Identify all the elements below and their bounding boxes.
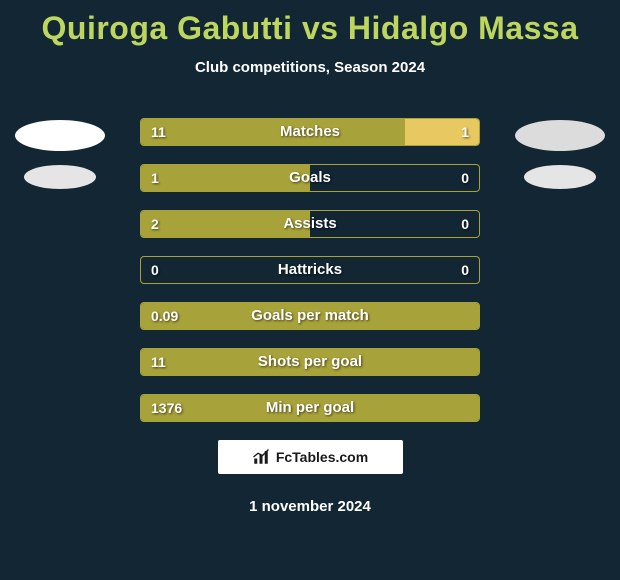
stat-row: 0.09Goals per match: [140, 302, 480, 330]
page-title: Quiroga Gabutti vs Hidalgo Massa: [0, 0, 620, 47]
stat-label: Shots per goal: [141, 349, 479, 375]
stat-row: 10Goals: [140, 164, 480, 192]
stat-row: 1376Min per goal: [140, 394, 480, 422]
comparison-content: 111Matches 10Goals 20Assists 00Hattricks 0.0…: [0, 118, 620, 515]
stat-label: Matches: [141, 119, 479, 145]
stat-label: Min per goal: [141, 395, 479, 421]
stat-label: Assists: [141, 211, 479, 237]
stat-row: 20Assists: [140, 210, 480, 238]
stat-label: Goals per match: [141, 303, 479, 329]
chart-icon: [252, 448, 270, 466]
stat-label: Goals: [141, 165, 479, 191]
attribution-text: FcTables.com: [276, 449, 368, 465]
player1-avatar: [15, 120, 105, 151]
date-label: 1 november 2024: [0, 498, 620, 515]
stat-row: 111Matches: [140, 118, 480, 146]
attribution-badge: FcTables.com: [218, 440, 403, 474]
player2-column: [500, 120, 620, 189]
player1-column: [0, 120, 120, 189]
player2-flag: [524, 165, 596, 189]
stat-bars: 111Matches 10Goals 20Assists 00Hattricks 0.0…: [140, 118, 480, 422]
stat-label: Hattricks: [141, 257, 479, 283]
player1-flag: [24, 165, 96, 189]
subtitle: Club competitions, Season 2024: [0, 59, 620, 76]
player2-avatar: [515, 120, 605, 151]
stat-row: 11Shots per goal: [140, 348, 480, 376]
stat-row: 00Hattricks: [140, 256, 480, 284]
